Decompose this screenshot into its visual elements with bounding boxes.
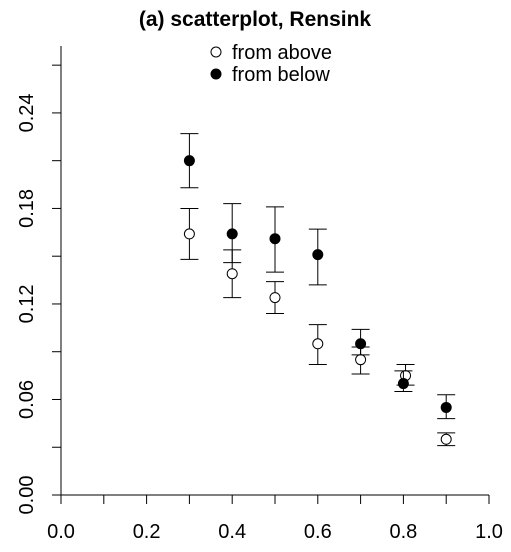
legend-label-1: from below [232, 64, 330, 86]
y-tick-label: 0.12 [16, 284, 38, 323]
legend-label-0: from above [232, 42, 332, 64]
from-below-point [355, 338, 367, 350]
legend-marker-1 [210, 68, 222, 80]
from-below-point [312, 249, 324, 261]
x-tick-label: 0.6 [304, 521, 332, 543]
from-below-point [183, 155, 195, 167]
chart-title: (a) scatterplot, Rensink [139, 8, 372, 31]
y-tick-label: 0.00 [16, 476, 38, 515]
from-below-point [226, 228, 238, 240]
from-above-point [269, 292, 281, 304]
x-tick-label: 1.0 [475, 521, 503, 543]
legend-marker-0 [210, 46, 222, 58]
x-tick-label: 0.2 [133, 521, 161, 543]
x-tick-label: 0.4 [218, 521, 246, 543]
x-tick-label: 0.0 [47, 521, 75, 543]
from-above-point [312, 338, 324, 350]
y-tick-label: 0.24 [16, 93, 38, 132]
from-below-point [440, 401, 452, 413]
x-tick-label: 0.8 [389, 521, 417, 543]
data-layer [180, 133, 456, 447]
axes: 0.0 0.2 0.4 0.6 0.8 1.0 0.00 0.06 0.12 0.18 0.24 [16, 46, 503, 543]
from-above-point [440, 433, 452, 445]
from-below-point [397, 378, 409, 390]
y-tick-label: 0.06 [16, 380, 38, 419]
from-above-point [355, 354, 367, 366]
from-above-point [226, 268, 238, 280]
from-below-point [269, 233, 281, 245]
y-tick-label: 0.18 [16, 189, 38, 228]
from-above-point [183, 228, 195, 240]
